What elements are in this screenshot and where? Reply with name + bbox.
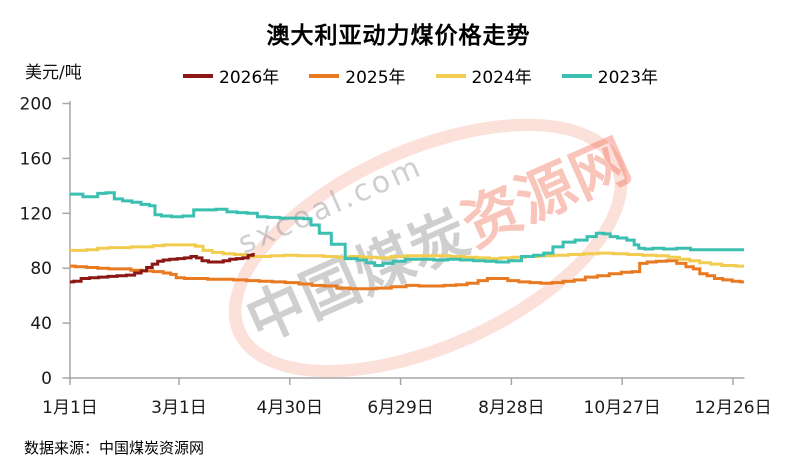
data-source-note: 数据来源：中国煤炭资源网 bbox=[24, 439, 205, 457]
series-line-2025年 bbox=[70, 259, 745, 291]
y-axis-ticks: 0 40 80 120 160 200 bbox=[20, 95, 70, 389]
legend-label-2026: 2026年 bbox=[219, 68, 280, 88]
legend-swatch-2026 bbox=[183, 73, 213, 78]
y-tick-label: 0 bbox=[41, 369, 52, 389]
y-tick-label: 160 bbox=[20, 149, 52, 169]
x-tick-label: 1月1日 bbox=[42, 398, 98, 418]
y-tick-label: 200 bbox=[20, 95, 52, 115]
legend: 2026年 2025年 2024年 2023年 bbox=[183, 63, 658, 88]
x-axis-ticks: 1月1日 3月1日 4月30日 6月29日 8月28日 10月27日 12月26日 bbox=[42, 378, 772, 418]
axes bbox=[69, 101, 745, 379]
x-tick-label: 8月28日 bbox=[478, 398, 544, 418]
y-tick-label: 80 bbox=[30, 259, 52, 279]
legend-swatch-2025 bbox=[309, 73, 340, 78]
legend-label-2025: 2025年 bbox=[345, 68, 406, 88]
x-tick-label: 6月29日 bbox=[367, 398, 433, 418]
series-line-2024年 bbox=[70, 243, 745, 268]
x-tick-label: 10月27日 bbox=[584, 398, 661, 418]
x-tick-label: 3月1日 bbox=[151, 398, 207, 418]
legend-item-2023: 2023年 bbox=[561, 63, 659, 88]
legend-swatch-2024 bbox=[435, 73, 466, 78]
legend-item-2026: 2026年 bbox=[183, 63, 279, 88]
y-tick-label: 40 bbox=[30, 314, 52, 334]
legend-swatch-2023 bbox=[561, 73, 592, 78]
legend-item-2025: 2025年 bbox=[309, 63, 406, 88]
x-tick-label: 12月26日 bbox=[694, 398, 771, 418]
x-tick-label: 4月30日 bbox=[257, 398, 323, 418]
legend-label-2024: 2024年 bbox=[471, 68, 532, 88]
chart-title: 澳大利亚动力煤价格走势 bbox=[266, 23, 531, 49]
y-tick-label: 120 bbox=[20, 204, 52, 224]
series-line-2026年 bbox=[70, 253, 255, 284]
series-line-2023年 bbox=[70, 191, 745, 267]
legend-item-2024: 2024年 bbox=[435, 63, 532, 88]
y-axis-unit-label: 美元/吨 bbox=[25, 63, 82, 83]
legend-label-2023: 2023年 bbox=[597, 68, 659, 88]
